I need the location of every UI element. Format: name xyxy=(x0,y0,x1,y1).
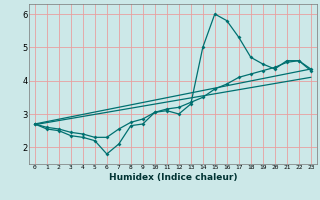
X-axis label: Humidex (Indice chaleur): Humidex (Indice chaleur) xyxy=(108,173,237,182)
